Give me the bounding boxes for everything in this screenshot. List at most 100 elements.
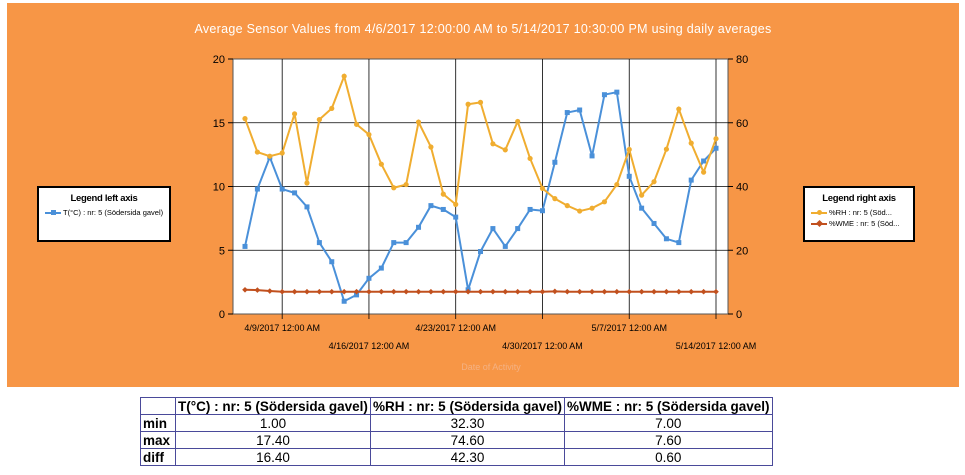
legend-left-entry: T(°C) : nr: 5 (Södersida gavel) xyxy=(45,208,165,217)
data-point xyxy=(601,199,608,205)
right-tick-label: 60 xyxy=(736,118,748,130)
cell-value: 7.60 xyxy=(563,431,773,449)
data-point xyxy=(328,288,335,295)
data-point xyxy=(688,288,695,295)
data-point xyxy=(539,208,545,214)
data-point xyxy=(341,73,347,79)
data-point xyxy=(527,288,533,295)
data-point xyxy=(267,153,273,159)
table-row: min 1.00 32.30 7.00 xyxy=(140,414,773,432)
data-point xyxy=(242,286,248,293)
data-point xyxy=(614,288,620,295)
data-point xyxy=(279,288,286,295)
legend-left-axis: Legend left axis T(°C) : nr: 5 (Södersid… xyxy=(37,186,171,242)
chart-panel: Average Sensor Values from 4/6/2017 12:0… xyxy=(7,3,959,387)
data-point xyxy=(403,240,409,246)
x-tick-label: 4/9/2017 12:00 AM xyxy=(244,323,320,333)
stats-header-row: T(°C) : nr: 5 (Södersida gavel) %RH : nr… xyxy=(140,397,773,415)
data-point xyxy=(651,288,657,295)
left-tick-label: 5 xyxy=(219,245,225,257)
right-tick-label: 80 xyxy=(736,54,748,66)
data-point xyxy=(589,153,595,159)
data-point xyxy=(440,191,446,197)
x-tick-label: 4/30/2017 12:00 AM xyxy=(502,341,583,351)
data-point xyxy=(601,288,608,295)
data-point xyxy=(242,243,248,249)
data-point xyxy=(304,288,310,295)
data-point xyxy=(564,288,571,295)
stats-header-rh: %RH : nr: 5 (Södersida gavel) xyxy=(369,397,565,415)
data-point xyxy=(626,146,632,153)
legend-left-title: Legend left axis xyxy=(70,193,138,204)
data-point xyxy=(254,149,260,155)
data-point xyxy=(316,116,322,123)
data-point xyxy=(440,288,447,295)
x-axis-title: Date of Activity xyxy=(461,362,521,372)
cell-value: 42.30 xyxy=(369,448,565,466)
data-point xyxy=(639,205,645,211)
data-point xyxy=(378,161,384,167)
data-point xyxy=(291,111,298,117)
data-point xyxy=(688,140,694,146)
data-point xyxy=(341,298,347,304)
table-row: max 17.40 74.60 7.60 xyxy=(140,431,773,449)
data-point xyxy=(316,240,322,246)
data-point xyxy=(514,288,521,295)
data-point xyxy=(576,288,583,295)
data-point xyxy=(502,288,509,295)
data-point xyxy=(366,131,372,138)
data-point xyxy=(490,141,496,147)
data-point xyxy=(663,236,669,242)
data-point xyxy=(477,99,484,105)
cell-value: 1.00 xyxy=(175,414,371,432)
data-point xyxy=(676,240,682,246)
left-tick-label: 0 xyxy=(219,309,225,321)
legend-swatch-wme xyxy=(811,219,827,228)
data-point xyxy=(291,288,298,295)
data-point xyxy=(676,106,682,112)
data-point xyxy=(378,265,384,271)
data-point xyxy=(515,226,521,232)
data-point xyxy=(415,288,422,295)
data-point xyxy=(589,205,595,211)
data-point xyxy=(353,121,360,127)
data-point xyxy=(626,173,632,179)
data-point xyxy=(564,110,570,116)
x-tick-label: 5/14/2017 12:00 AM xyxy=(676,341,757,351)
x-tick-label: 4/16/2017 12:00 AM xyxy=(329,341,410,351)
data-point xyxy=(366,275,372,281)
data-point xyxy=(663,146,670,152)
data-point xyxy=(601,92,607,98)
data-point xyxy=(552,288,558,295)
legend-swatch-temperature xyxy=(45,208,61,217)
legend-left-entry-label: T(°C) : nr: 5 (Södersida gavel) xyxy=(63,208,164,217)
data-point xyxy=(403,181,409,188)
left-tick-label: 20 xyxy=(213,54,225,66)
data-point xyxy=(477,288,484,295)
data-point xyxy=(353,288,360,295)
data-point xyxy=(453,201,459,207)
data-point xyxy=(403,288,409,295)
data-point xyxy=(639,192,645,198)
legend-right-entry-rh: %RH : nr: 5 (Söd... xyxy=(811,208,909,217)
data-point xyxy=(552,159,558,165)
data-point xyxy=(465,101,471,107)
data-point xyxy=(701,169,707,175)
data-point xyxy=(651,179,657,185)
data-point xyxy=(663,288,670,295)
right-tick-label: 20 xyxy=(736,245,748,257)
data-point xyxy=(316,288,323,295)
cell-value: 16.40 xyxy=(175,448,371,466)
data-point xyxy=(688,177,694,183)
data-point xyxy=(254,287,261,293)
data-point xyxy=(428,203,434,209)
data-point xyxy=(539,185,546,192)
left-tick-label: 10 xyxy=(213,182,225,194)
left-tick-label: 15 xyxy=(213,118,225,130)
data-point xyxy=(254,186,260,192)
data-point xyxy=(292,190,298,196)
data-point xyxy=(366,288,372,295)
data-point xyxy=(378,288,385,295)
data-point xyxy=(428,288,434,295)
data-point xyxy=(416,224,422,230)
